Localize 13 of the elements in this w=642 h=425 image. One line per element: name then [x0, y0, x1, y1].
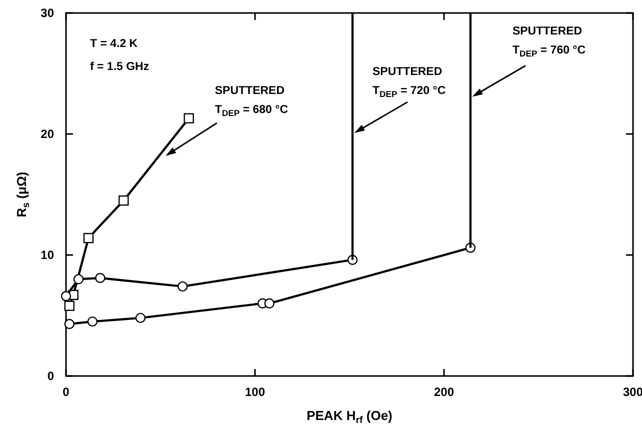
x-tick-label: 0	[62, 385, 70, 399]
annotation: SPUTTERED T$_{DEP}$ = 680 °C	[214, 84, 288, 118]
x-axis-title: PEAK H$_{rf}$ (Oe)	[306, 408, 392, 425]
annotation: SPUTTERED T$_{DEP}$ = 720 °C	[372, 66, 446, 99]
y-tick-label: 20	[40, 127, 54, 142]
annotation: T = 4.2 K	[90, 38, 138, 50]
annotation: f = 1.5 GHz	[90, 61, 150, 73]
x-tick-label: 100	[244, 385, 266, 399]
y-tick-label: 30	[40, 6, 54, 20]
x-tick-label: 200	[434, 385, 454, 399]
y-tick-label: 10	[40, 248, 54, 262]
annotation: SPUTTERED T$_{DEP}$ = 760 °C	[512, 26, 586, 58]
y-tick-label: 0	[47, 369, 54, 384]
